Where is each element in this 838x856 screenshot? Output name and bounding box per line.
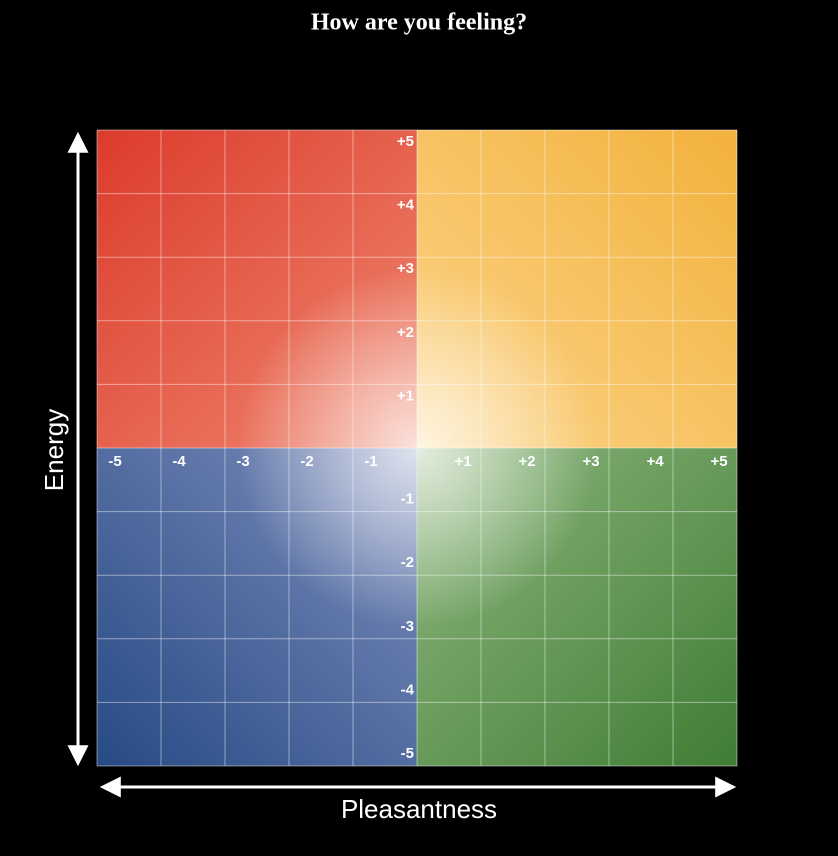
y-tick-label: -4 [401,681,415,698]
x-tick-label: +2 [518,453,535,470]
grid [96,129,738,767]
y-tick-label: -1 [401,491,414,508]
x-tick-label: -1 [364,453,377,470]
x-axis-label: Pleasantness [341,794,497,824]
y-tick-label: +1 [397,387,414,404]
tick-labels: -5 -4 -3 -2 -1 +1 +2 +3 +4 +5 +5 +4 +3 +2 +1 -1 -2 -3 -4 -5 [108,133,727,762]
x-tick-label: +3 [582,453,599,470]
title: How are you feeling? [311,10,527,36]
y-tick-label: +2 [397,324,414,341]
y-tick-label: -5 [401,745,414,762]
y-tick-label: +4 [397,197,415,214]
y-tick-label: +5 [397,133,414,150]
y-tick-label: +3 [397,260,414,277]
y-tick-label: -2 [401,554,414,571]
x-tick-label: -5 [108,453,121,470]
x-tick-label: +1 [454,453,471,470]
x-tick-label: +5 [710,453,727,470]
y-axis-label: Energy [39,409,69,491]
x-tick-label: -2 [300,453,313,470]
x-tick-label: -3 [236,453,249,470]
y-tick-label: -3 [401,618,414,635]
x-tick-label: +4 [646,453,664,470]
x-tick-label: -4 [172,453,186,470]
center-glow [97,130,737,766]
